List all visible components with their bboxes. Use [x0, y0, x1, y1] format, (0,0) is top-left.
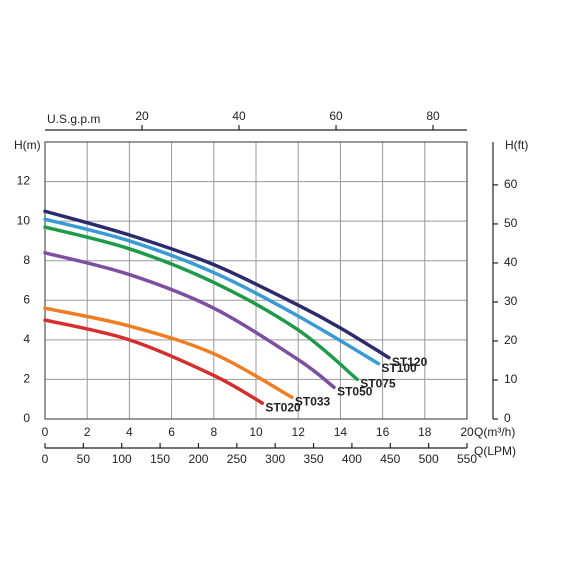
y-tick-label: 0	[23, 411, 30, 425]
series-label: ST033	[295, 394, 331, 408]
y2-tick-label: 10	[504, 372, 518, 386]
bottom2-tick-label: 0	[42, 452, 49, 466]
bottom2-tick-label: 400	[342, 452, 362, 466]
top-tick-label: 20	[135, 109, 149, 123]
x-tick-label: 4	[126, 425, 133, 439]
y-tick-label: 8	[23, 253, 30, 267]
top-tick-label: 60	[329, 109, 343, 123]
bottom2-tick-label: 100	[112, 452, 132, 466]
x-tick-label: 6	[168, 425, 175, 439]
top-tick-label: 40	[232, 109, 246, 123]
x-tick-label: 16	[376, 425, 390, 439]
series-label: ST100	[381, 361, 417, 375]
y-tick-label: 6	[23, 292, 30, 306]
y2-tick-label: 20	[504, 333, 518, 347]
x-tick-label: 18	[418, 425, 432, 439]
x-tick-label: 12	[292, 425, 306, 439]
y2-tick-label: 50	[504, 216, 518, 230]
y2-tick-label: 60	[504, 177, 518, 191]
y2-tick-label: 30	[504, 294, 518, 308]
top-tick-label: 80	[426, 109, 440, 123]
curve	[43, 318, 265, 405]
bottom2-tick-label: 550	[457, 452, 477, 466]
series-label: ST020	[265, 400, 301, 414]
curve	[43, 209, 391, 360]
y-tick-label: 4	[23, 332, 30, 346]
x-tick-label: 0	[42, 425, 49, 439]
bottom2-tick-label: 300	[265, 452, 285, 466]
y-axis-label: H(m)	[14, 138, 41, 152]
x-tick-label: 8	[210, 425, 217, 439]
curve	[43, 251, 336, 390]
y2-axis-label: H(ft)	[505, 138, 528, 152]
series-label: ST075	[360, 377, 396, 391]
bottom-axis2-label: Q(LPM)	[474, 444, 516, 458]
series-label: ST050	[337, 385, 373, 399]
top-axis-label: U.S.g.p.m	[47, 112, 100, 126]
bottom2-tick-label: 500	[419, 452, 439, 466]
series-label: ST120	[392, 355, 428, 369]
y-tick-label: 10	[17, 213, 31, 227]
y-tick-label: 12	[17, 174, 31, 188]
y-tick-label: 2	[23, 372, 30, 386]
bottom2-tick-label: 350	[304, 452, 324, 466]
x-tick-label: 10	[249, 425, 263, 439]
bottom2-tick-label: 150	[150, 452, 170, 466]
bottom2-tick-label: 450	[380, 452, 400, 466]
plot-frame	[44, 141, 468, 420]
x-tick-label: 20	[460, 425, 474, 439]
y2-tick-label: 0	[504, 411, 511, 425]
bottom2-tick-label: 200	[188, 452, 208, 466]
y2-tick-label: 40	[504, 255, 518, 269]
x-axis-label: Q(m³/h)	[474, 425, 515, 439]
bottom2-tick-label: 250	[227, 452, 247, 466]
x-tick-label: 14	[334, 425, 348, 439]
bottom2-tick-label: 50	[77, 452, 91, 466]
x-tick-label: 2	[84, 425, 91, 439]
curve	[43, 225, 360, 382]
curve	[43, 217, 381, 366]
curve	[43, 306, 294, 399]
